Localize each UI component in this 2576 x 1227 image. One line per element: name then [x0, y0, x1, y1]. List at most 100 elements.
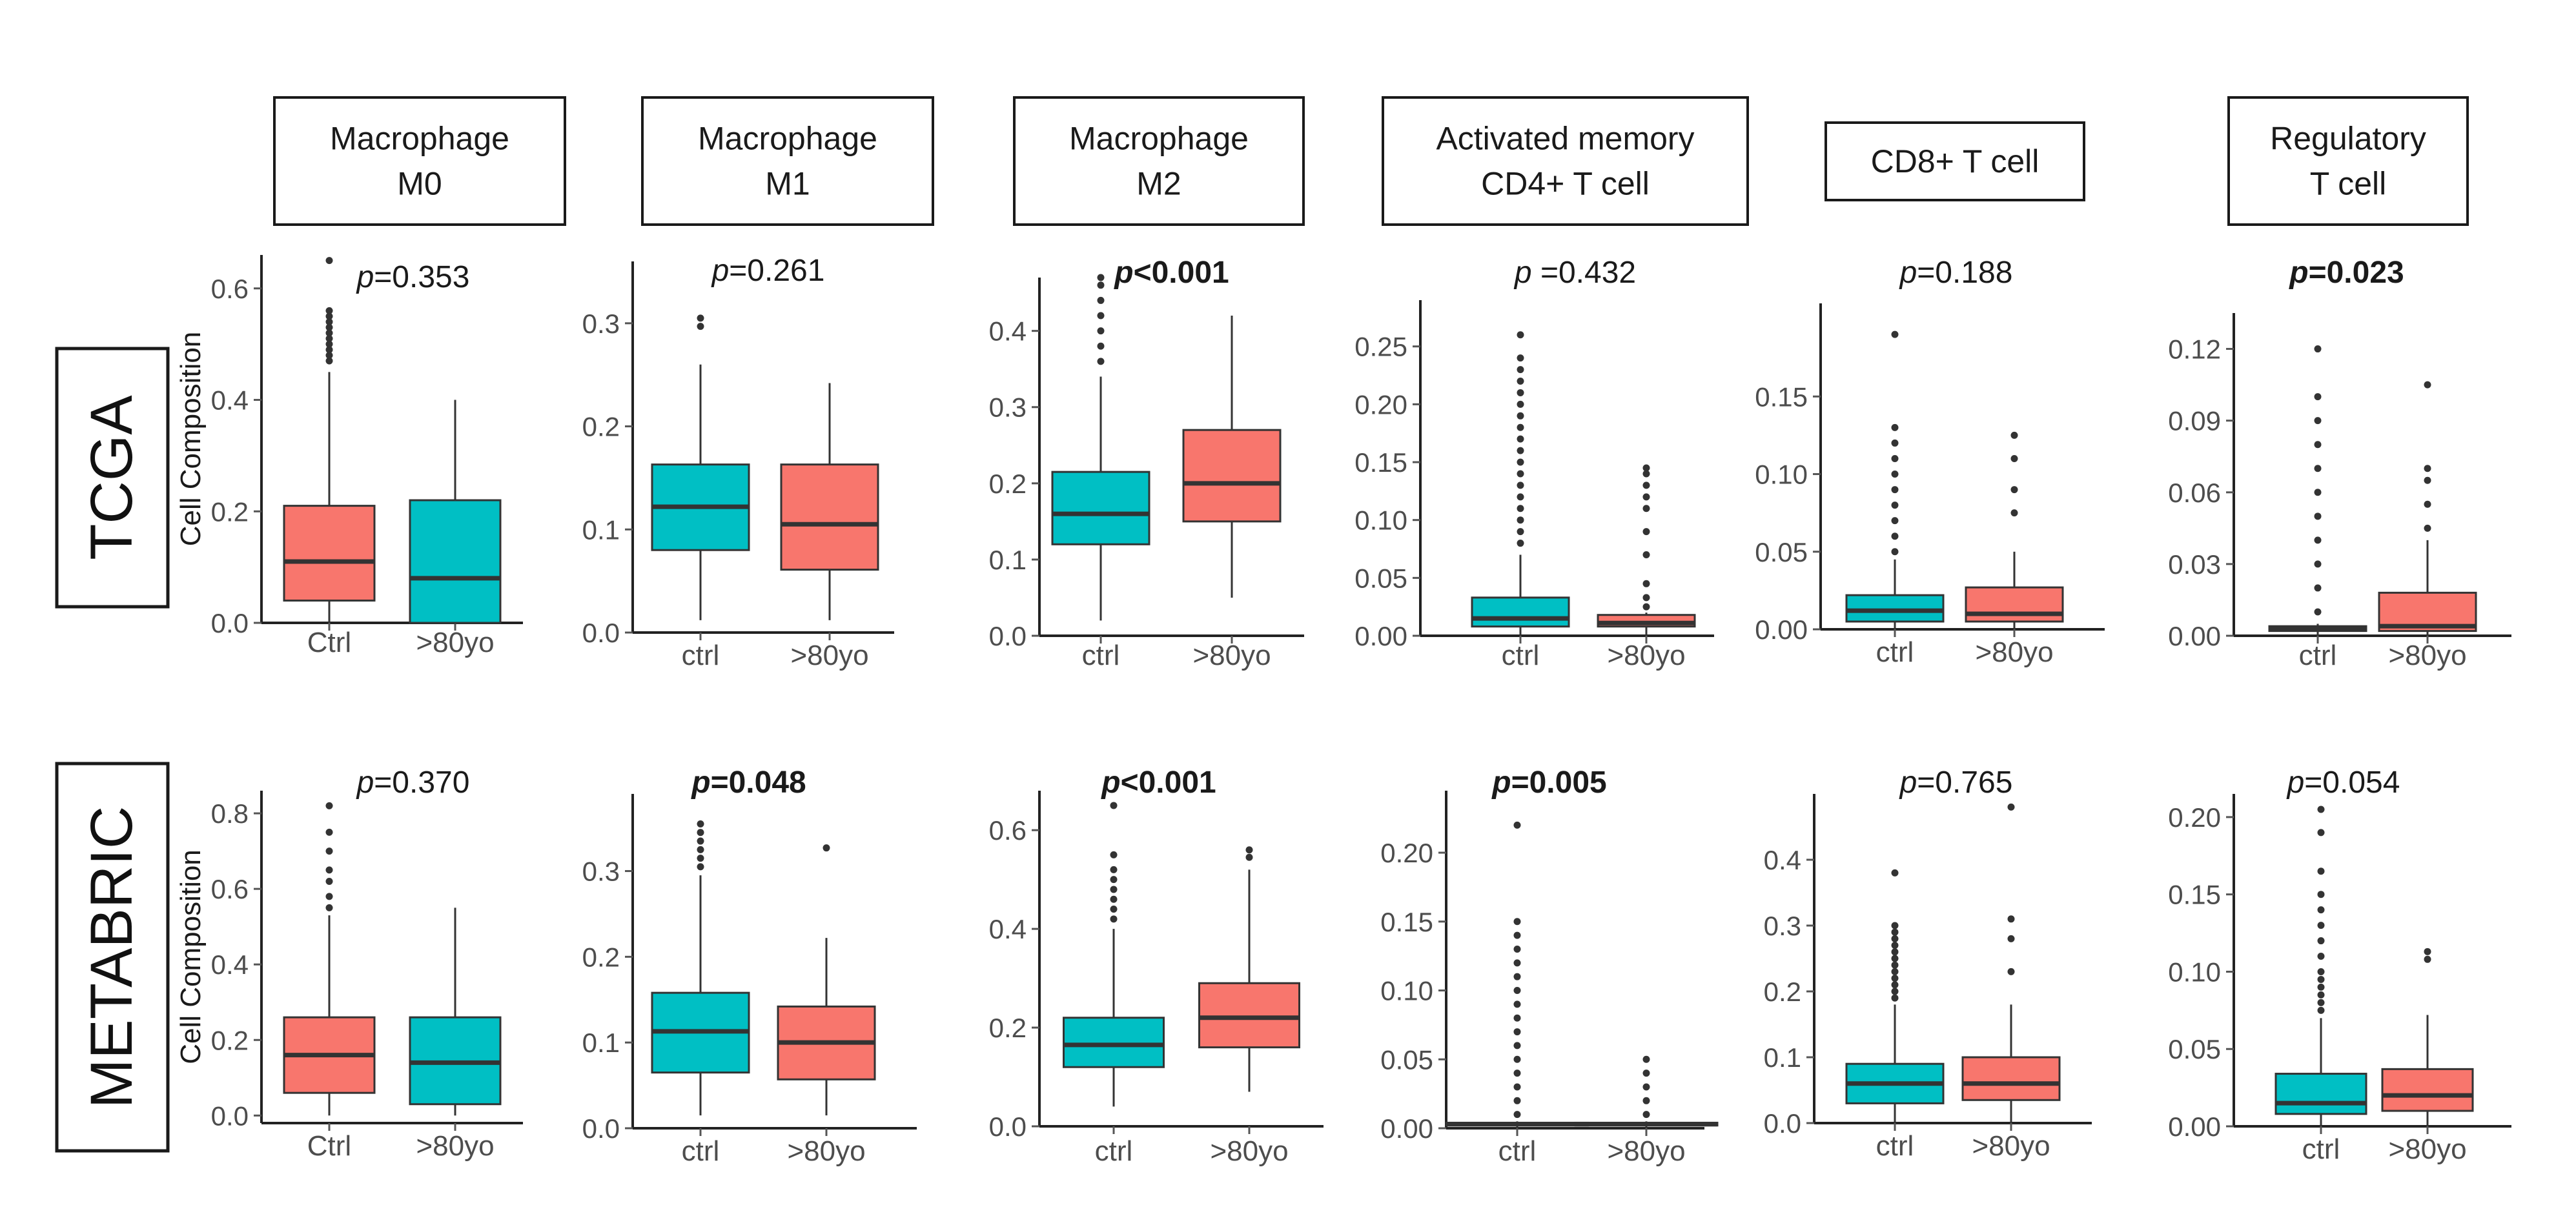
outlier-point: [1891, 968, 1899, 975]
outlier-point: [2424, 465, 2431, 472]
outlier-point: [1891, 454, 1899, 462]
outlier-point: [1097, 327, 1105, 335]
column-header-line: CD8+ T cell: [1871, 143, 2039, 179]
outlier-point: [1245, 853, 1253, 861]
y-tick-label: 0.10: [1354, 505, 1407, 536]
column-header-line: Macrophage: [698, 121, 877, 157]
y-tick-label: 0.2: [1764, 977, 1801, 1007]
boxplot-metabric-activated-memory-cd4-t-cell: 0.00 0.05 0.10 0.15 0.20 ctrl >80yo p=0.005: [1380, 766, 1719, 1167]
y-tick-label: 0.2: [582, 942, 620, 972]
x-category-label: ctrl: [2302, 1133, 2340, 1165]
outlier-point: [1517, 447, 1524, 454]
y-tick-label: 0.2: [211, 1025, 249, 1055]
box-ctrl: [1845, 869, 1945, 1123]
p-value-symbol: p: [2286, 766, 2305, 800]
outlier-point: [1891, 517, 1899, 525]
y-tick-label: 0.09: [2168, 406, 2221, 436]
outlier-point: [1513, 1055, 1521, 1063]
column-header-line: Activated memory: [1436, 121, 1694, 157]
p-value-symbol: p: [1491, 766, 1511, 800]
outlier-point: [1517, 528, 1524, 536]
y-tick-label: 0.1: [1764, 1042, 1801, 1073]
y-tick-label: 0.4: [211, 385, 249, 416]
outlier-point: [1513, 959, 1521, 967]
p-value-label: p=0.353: [356, 260, 470, 294]
outlier-point: [325, 866, 333, 874]
outlier-point: [1110, 915, 1118, 923]
outlier-point: [2317, 1006, 2325, 1014]
outlier-point: [325, 828, 333, 836]
boxplot-metabric-macrophage-m2: 0.0 0.2 0.4 0.6 ctrl >80yo p<0.001: [989, 766, 1324, 1167]
p-value-label: p=0.188: [1899, 256, 2013, 290]
y-tick-label: 0.00: [1755, 614, 1808, 645]
column-header-line: Regulatory: [2270, 121, 2426, 157]
outlier-point: [1642, 1055, 1650, 1063]
x-category-label: >80yo: [2388, 1133, 2466, 1165]
column-header-box: [273, 96, 566, 226]
x-category-label: >80yo: [1192, 640, 1271, 671]
outlier-point: [2317, 829, 2325, 837]
outlier-point: [697, 820, 704, 827]
outlier-point: [1517, 540, 1524, 547]
outlier-point: [1891, 935, 1899, 942]
y-tick-label: 0.1: [582, 514, 620, 545]
outlier-point: [1891, 486, 1899, 494]
outlier-point: [1891, 423, 1899, 431]
boxplot-tcga-macrophage-m1: 0.0 0.1 0.2 0.3 ctrl >80yo p=0.261: [582, 254, 894, 671]
p-value-number: =0.261: [729, 254, 824, 288]
outlier-point: [1891, 922, 1899, 929]
outlier-point: [2007, 968, 2015, 975]
p-value-label: p<0.001: [1100, 766, 1216, 800]
outlier-point: [1891, 330, 1899, 338]
iqr-box: [1471, 596, 1570, 628]
column-header-line: M2: [1136, 166, 1181, 202]
outlier-point: [1513, 1014, 1521, 1022]
outlier-point: [325, 257, 333, 265]
outlier-point: [1513, 918, 1521, 926]
x-category-label: ctrl: [1502, 640, 1540, 671]
column-header-line: M0: [397, 166, 442, 202]
box-80yo: [2381, 948, 2474, 1126]
y-tick-label: 0.4: [989, 316, 1027, 347]
iqr-box: [1051, 471, 1150, 545]
outlier-point: [1642, 1083, 1650, 1091]
outlier-point: [1642, 482, 1650, 489]
outlier-point: [2317, 953, 2325, 960]
box-ctrl: [1471, 331, 1570, 636]
y-tick-label: 0.1: [582, 1028, 620, 1058]
outlier-point: [2314, 489, 2322, 496]
box-80yo: [1198, 846, 1300, 1092]
outlier-point: [2314, 536, 2322, 544]
outlier-point: [2317, 991, 2325, 999]
outlier-point: [2317, 922, 2325, 929]
outlier-point: [1891, 532, 1899, 540]
outlier-point: [1097, 342, 1105, 350]
p-value-label: p=0.370: [356, 766, 470, 800]
box-80yo: [1574, 1055, 1719, 1128]
row-label-metabric: METABRIC: [55, 762, 170, 1153]
outlier-point: [1517, 400, 1524, 408]
box-80yo: [409, 908, 502, 1116]
box-80yo: [780, 383, 879, 620]
outlier-point: [2010, 486, 2018, 494]
y-tick-label: 0.05: [1380, 1044, 1433, 1075]
outlier-point: [1513, 821, 1521, 829]
outlier-point: [1642, 1111, 1650, 1119]
y-tick-label: 0.0: [989, 621, 1027, 651]
p-value-number: <0.001: [1134, 256, 1229, 290]
iqr-box: [283, 505, 376, 602]
p-value-number: =0.054: [2304, 766, 2400, 800]
outlier-point: [325, 323, 333, 331]
outlier-point: [1517, 389, 1524, 396]
outlier-point: [1517, 482, 1524, 489]
p-value-label: p<0.001: [1113, 256, 1229, 290]
box-ctrl: [1063, 802, 1165, 1107]
y-tick-label: 0.8: [211, 798, 249, 829]
x-category-label: ctrl: [2299, 640, 2337, 671]
y-tick-label: 0.05: [1755, 537, 1808, 567]
x-category-label: ctrl: [1095, 1135, 1133, 1167]
iqr-box: [1965, 586, 2064, 623]
x-category-label: ctrl: [1082, 640, 1120, 671]
y-tick-label: 0.15: [1380, 907, 1433, 937]
outlier-point: [1517, 470, 1524, 478]
